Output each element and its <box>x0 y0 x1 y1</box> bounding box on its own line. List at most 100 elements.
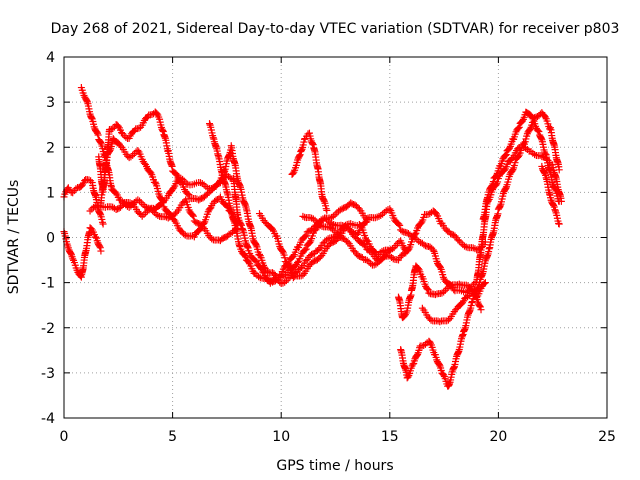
data-point-marker <box>489 178 497 186</box>
data-point-marker <box>301 246 309 254</box>
data-point-marker <box>106 146 114 154</box>
data-point-marker <box>252 240 260 248</box>
data-point-marker <box>94 131 102 139</box>
data-point-marker <box>480 280 488 288</box>
data-point-marker <box>147 169 155 177</box>
y-tick-label: -4 <box>41 411 55 427</box>
data-point-marker <box>189 211 197 219</box>
data-points <box>60 84 565 390</box>
data-point-marker <box>423 285 431 293</box>
data-point-marker <box>320 196 328 204</box>
data-point-marker <box>501 151 509 159</box>
data-point-marker <box>91 233 99 241</box>
data-point-marker <box>98 218 106 226</box>
data-point-marker <box>454 236 462 244</box>
data-point-marker <box>67 249 75 257</box>
plot-frame <box>63 56 608 419</box>
data-point-marker <box>488 182 496 190</box>
data-point-marker <box>492 173 500 181</box>
data-point-marker <box>326 214 334 222</box>
data-point-marker <box>172 170 180 178</box>
data-point-marker <box>291 262 299 270</box>
data-point-marker <box>461 242 469 250</box>
data-point-marker <box>546 125 554 133</box>
data-point-marker <box>189 212 197 220</box>
x-tick-label: 15 <box>381 429 399 445</box>
data-point-marker <box>528 113 536 121</box>
data-point-marker <box>364 215 372 223</box>
data-point-marker <box>526 125 534 133</box>
data-point-marker <box>431 291 439 299</box>
data-point-marker <box>293 258 301 266</box>
data-point-marker <box>114 122 122 130</box>
y-tick-label: 3 <box>46 95 55 111</box>
data-point-marker <box>366 247 374 255</box>
data-point-marker <box>357 222 365 230</box>
data-point-marker <box>367 260 375 268</box>
data-point-marker <box>436 318 444 326</box>
data-point-marker <box>344 224 352 232</box>
y-tick-label: 1 <box>46 185 55 201</box>
data-point-marker <box>135 124 143 132</box>
data-point-marker <box>444 316 452 324</box>
x-tick-label: 0 <box>60 429 69 445</box>
data-point-marker <box>281 254 289 262</box>
data-point-marker <box>502 151 510 159</box>
y-tick-label: 0 <box>46 231 55 247</box>
data-point-marker <box>551 185 559 193</box>
data-point-marker <box>555 166 563 174</box>
data-point-marker <box>422 284 430 292</box>
data-point-marker <box>184 190 192 198</box>
data-point-marker <box>185 191 193 199</box>
data-point-marker <box>477 306 485 314</box>
data-point-marker <box>426 338 434 346</box>
data-point-marker <box>541 113 549 121</box>
data-point-marker <box>401 311 409 319</box>
data-point-marker <box>395 220 403 228</box>
data-point-marker <box>97 138 105 146</box>
y-tick-label: -3 <box>41 366 55 382</box>
data-point-marker <box>455 280 463 288</box>
x-tick-label: 20 <box>489 429 507 445</box>
data-point-marker <box>551 206 559 214</box>
data-point-marker <box>540 168 548 176</box>
data-point-marker <box>322 205 330 213</box>
data-point-marker <box>429 246 437 254</box>
data-point-marker <box>424 286 432 294</box>
data-point-marker <box>122 133 130 141</box>
data-point-marker <box>96 244 104 252</box>
data-point-marker <box>500 166 508 174</box>
data-point-marker <box>308 226 316 234</box>
data-point-marker <box>136 197 144 205</box>
data-point-marker <box>344 238 352 246</box>
data-point-marker <box>506 144 514 152</box>
data-point-marker <box>501 152 509 160</box>
data-point-marker <box>99 220 107 228</box>
data-point-marker <box>514 124 522 132</box>
data-point-marker <box>302 232 310 240</box>
data-point-marker <box>255 250 263 258</box>
data-point-marker <box>297 147 305 155</box>
data-point-marker <box>97 247 105 255</box>
data-point-marker <box>309 140 317 148</box>
data-point-marker <box>464 282 472 290</box>
data-point-marker <box>511 159 519 167</box>
y-tick-label: 4 <box>46 50 55 66</box>
data-point-marker <box>533 126 541 134</box>
data-point-marker <box>508 167 516 175</box>
data-point-marker <box>276 271 284 279</box>
data-point-marker <box>96 209 104 217</box>
data-point-marker <box>302 245 310 253</box>
data-point-marker <box>178 228 186 236</box>
data-point-marker <box>411 230 419 238</box>
data-point-marker <box>436 263 444 271</box>
data-point-marker <box>420 241 428 249</box>
data-point-marker <box>555 197 563 205</box>
x-tick-label: 5 <box>168 429 177 445</box>
y-tick-label: 2 <box>46 140 55 156</box>
data-point-marker <box>245 258 253 266</box>
data-point-marker <box>414 350 422 358</box>
data-point-marker <box>520 139 528 147</box>
data-point-marker <box>440 371 448 379</box>
data-point-marker <box>435 361 443 369</box>
